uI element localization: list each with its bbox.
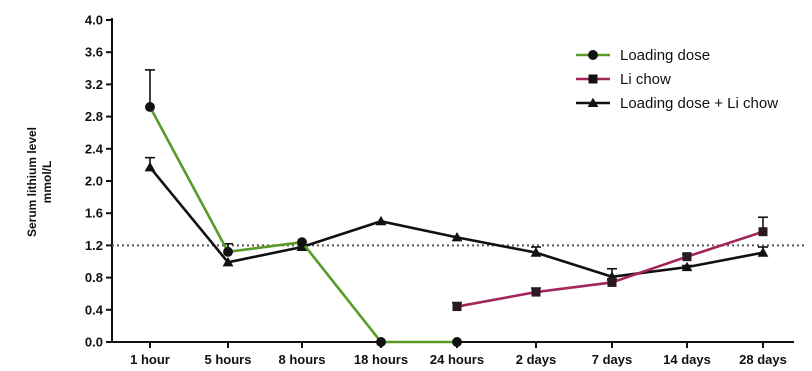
x-tick-label: 8 hours bbox=[279, 352, 326, 367]
legend-label: Loading dose bbox=[620, 47, 710, 64]
series-line bbox=[148, 166, 764, 279]
marker-circle bbox=[588, 50, 598, 60]
marker-triangle bbox=[222, 256, 234, 267]
marker-triangle bbox=[144, 161, 156, 172]
marker-triangle bbox=[451, 231, 463, 242]
marker-triangle bbox=[530, 247, 542, 257]
marker-circle bbox=[452, 337, 462, 347]
series-li-chow bbox=[452, 216, 768, 312]
y-tick-label: 1.6 bbox=[85, 206, 103, 221]
y-tick-label: 2.4 bbox=[85, 141, 104, 156]
marker-triangle bbox=[757, 247, 769, 257]
y-tick-label: 3.6 bbox=[85, 45, 103, 60]
marker-square bbox=[588, 74, 598, 84]
series-loading-dose-li-chow bbox=[144, 156, 769, 281]
series-group bbox=[144, 69, 769, 347]
marker-square bbox=[452, 302, 462, 312]
x-tick-label: 7 days bbox=[592, 352, 632, 367]
legend-label: Loading dose + Li chow bbox=[620, 95, 778, 112]
x-tick-label: 1 hour bbox=[130, 352, 170, 367]
x-tick-label: 14 days bbox=[663, 352, 711, 367]
marker-circle bbox=[223, 246, 233, 257]
y-axis-title-line1: Serum lithium level bbox=[25, 127, 39, 237]
series-loading-dose bbox=[145, 69, 462, 347]
x-tick-label: 28 days bbox=[739, 352, 787, 367]
x-tick-label: 2 days bbox=[516, 352, 556, 367]
y-axis-title: Serum lithium level mmol/L bbox=[25, 127, 54, 237]
x-tick-label: 5 hours bbox=[205, 352, 252, 367]
y-tick-label: 0.0 bbox=[85, 335, 103, 350]
x-tick-label: 24 hours bbox=[430, 352, 484, 367]
legend: Loading dose Li chow Loading dose + Li cho… bbox=[576, 47, 778, 112]
marker-circle bbox=[145, 101, 155, 112]
marker-circle bbox=[297, 237, 307, 248]
marker-square bbox=[607, 277, 617, 287]
y-tick-label: 2.8 bbox=[85, 109, 103, 124]
marker-triangle bbox=[681, 261, 693, 272]
y-tick-label: 0.8 bbox=[85, 270, 103, 285]
marker-square bbox=[682, 252, 692, 262]
y-tick-label: 1.2 bbox=[85, 238, 103, 253]
y-tick-label: 4.0 bbox=[85, 13, 103, 28]
y-axis-title-line2: mmol/L bbox=[40, 161, 54, 204]
marker-square bbox=[531, 287, 541, 297]
y-tick-label: 2.0 bbox=[85, 174, 103, 189]
marker-circle bbox=[376, 337, 386, 347]
y-tick-label: 0.4 bbox=[85, 302, 104, 317]
y-tick-label: 3.2 bbox=[85, 77, 103, 92]
x-tick-label: 18 hours bbox=[354, 352, 408, 367]
marker-square bbox=[758, 227, 768, 237]
marker-triangle bbox=[375, 215, 387, 226]
legend-label: Li chow bbox=[620, 71, 671, 88]
axes: 0.0 0.4 0.8 1.2 1.6 2.0 2.4 2.8 3.2 3.6 4.0 1 hour 5… bbox=[85, 13, 794, 367]
marker-triangle bbox=[587, 97, 599, 108]
